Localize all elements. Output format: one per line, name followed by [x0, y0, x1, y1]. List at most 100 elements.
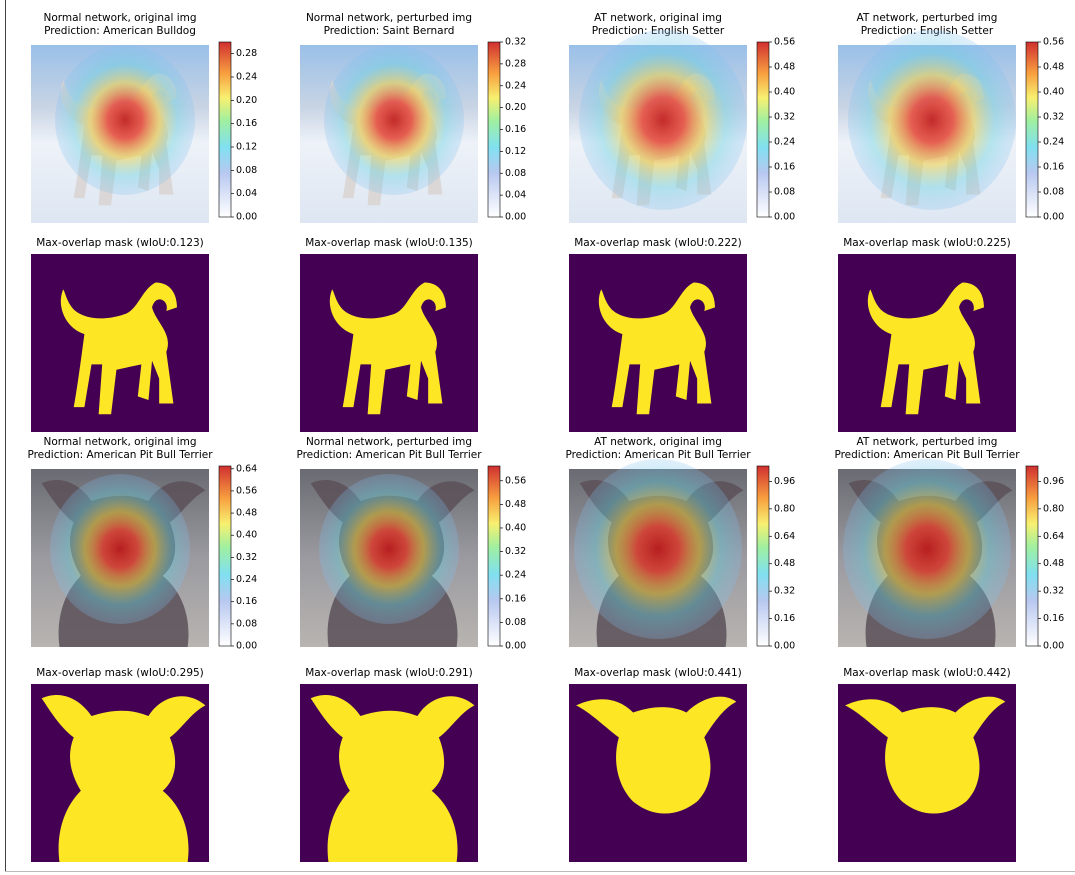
colorbar	[757, 42, 769, 217]
colorbar-tick-label: 0.08	[236, 165, 257, 176]
colorbar-tick-label: 0.48	[1043, 62, 1064, 73]
colorbar-tick-label: 0.96	[1043, 476, 1064, 487]
page: Normal network, original imgPrediction: …	[0, 0, 1075, 875]
colorbar-tick-label: 0.16	[1043, 613, 1064, 624]
colorbar-tick-label: 0.32	[1043, 112, 1064, 123]
colorbar-tick-label: 0.08	[236, 618, 257, 629]
colorbar-tick-label: 0.56	[1043, 37, 1064, 48]
colorbar-tick-label: 0.16	[1043, 162, 1064, 173]
colorbar	[1026, 42, 1038, 217]
panel-title: AT network, original img	[594, 12, 722, 24]
colorbar-tick-label: 0.08	[1043, 187, 1064, 198]
colorbar-tick-label: 0.24	[236, 574, 257, 585]
figure: Normal network, original imgPrediction: …	[0, 0, 1075, 875]
mask-title: Max-overlap mask (wIoU:0.225)	[843, 237, 1011, 249]
heat-overlay	[50, 474, 190, 624]
panel-title: AT network, perturbed img	[857, 12, 998, 24]
panel-title: Normal network, original img	[43, 12, 196, 24]
colorbar	[219, 42, 231, 217]
colorbar-tick-label: 0.56	[505, 475, 526, 486]
colorbar-tick-label: 0.16	[774, 613, 795, 624]
colorbar-tick-label: 0.12	[236, 142, 257, 153]
heat-overlay	[579, 30, 747, 210]
colorbar-tick-label: 0.04	[236, 188, 257, 199]
panel-title: Normal network, perturbed img	[306, 12, 472, 24]
colorbar-tick-label: 0.24	[1043, 137, 1064, 148]
panel-subtitle: Prediction: Saint Bernard	[324, 25, 455, 37]
colorbar-tick-label: 0.16	[236, 118, 257, 129]
mask-title: Max-overlap mask (wIoU:0.222)	[574, 237, 742, 249]
colorbar-tick-label: 0.40	[236, 530, 257, 541]
colorbar-tick-label: 0.08	[505, 617, 526, 628]
colorbar-tick-label: 0.08	[774, 187, 795, 198]
colorbar-tick-label: 0.20	[505, 102, 526, 113]
colorbar-tick-label: 0.64	[1043, 531, 1064, 542]
colorbar-tick-label: 0.64	[774, 531, 795, 542]
colorbar-tick-label: 0.00	[236, 641, 257, 652]
colorbar	[757, 466, 769, 646]
colorbar-tick-label: 0.12	[505, 146, 526, 157]
colorbar-tick-label: 0.96	[774, 476, 795, 487]
colorbar-tick-label: 0.08	[505, 168, 526, 179]
colorbar-tick-label: 0.56	[774, 37, 795, 48]
panel-title: Normal network, original img	[43, 436, 196, 448]
mask-title: Max-overlap mask (wIoU:0.441)	[574, 667, 742, 679]
heat-overlay	[319, 474, 459, 624]
mask-title: Max-overlap mask (wIoU:0.291)	[305, 667, 473, 679]
colorbar-tick-label: 0.32	[774, 112, 795, 123]
colorbar-tick-label: 0.40	[505, 522, 526, 533]
colorbar-tick-label: 0.32	[505, 546, 526, 557]
colorbar-tick-label: 0.24	[236, 72, 257, 83]
colorbar-tick-label: 0.48	[236, 508, 257, 519]
colorbar-tick-label: 0.24	[505, 570, 526, 581]
mask-title: Max-overlap mask (wIoU:0.295)	[36, 667, 204, 679]
colorbar-tick-label: 0.16	[236, 596, 257, 607]
heat-overlay	[848, 30, 1016, 210]
colorbar-tick-label: 0.04	[505, 190, 526, 201]
colorbar-tick-label: 0.32	[236, 552, 257, 563]
colorbar-tick-label: 0.24	[505, 80, 526, 91]
colorbar-tick-label: 0.56	[236, 485, 257, 496]
panel-title: AT network, perturbed img	[857, 436, 998, 448]
colorbar-tick-label: 0.00	[1043, 641, 1064, 652]
mask-title: Max-overlap mask (wIoU:0.123)	[36, 237, 204, 249]
colorbar	[488, 42, 500, 217]
colorbar-tick-label: 0.00	[774, 212, 795, 223]
panel-subtitle: Prediction: American Pit Bull Terrier	[296, 449, 482, 461]
panel-title: Normal network, perturbed img	[306, 436, 472, 448]
colorbar-tick-label: 0.80	[1043, 503, 1064, 514]
mask-title: Max-overlap mask (wIoU:0.442)	[843, 667, 1011, 679]
colorbar-tick-label: 0.16	[505, 593, 526, 604]
colorbar-tick-label: 0.48	[774, 62, 795, 73]
colorbar-tick-label: 0.16	[505, 124, 526, 135]
colorbar	[1026, 466, 1038, 646]
colorbar-tick-label: 0.32	[505, 37, 526, 48]
colorbar-tick-label: 0.28	[505, 58, 526, 69]
heat-overlay	[574, 459, 742, 639]
mask-title: Max-overlap mask (wIoU:0.135)	[305, 237, 473, 249]
panel-title: AT network, original img	[594, 436, 722, 448]
heat-overlay	[55, 45, 195, 195]
heat-overlay	[843, 459, 1011, 639]
colorbar-tick-label: 0.00	[236, 212, 257, 223]
colorbar-tick-label: 0.00	[505, 641, 526, 652]
colorbar-tick-label: 0.20	[236, 95, 257, 106]
colorbar-tick-label: 0.00	[774, 641, 795, 652]
colorbar-tick-label: 0.80	[774, 503, 795, 514]
panel-subtitle: Prediction: American Pit Bull Terrier	[27, 449, 213, 461]
colorbar-tick-label: 0.28	[236, 48, 257, 59]
colorbar-tick-label: 0.00	[1043, 212, 1064, 223]
colorbar	[219, 466, 231, 646]
colorbar-tick-label: 0.32	[1043, 586, 1064, 597]
colorbar-tick-label: 0.40	[1043, 87, 1064, 98]
colorbar-tick-label: 0.48	[1043, 558, 1064, 569]
colorbar-tick-label: 0.32	[774, 586, 795, 597]
colorbar-tick-label: 0.00	[505, 212, 526, 223]
panel-subtitle: Prediction: American Bulldog	[44, 25, 196, 37]
heat-overlay	[324, 45, 464, 195]
colorbar-tick-label: 0.24	[774, 137, 795, 148]
colorbar	[488, 466, 500, 646]
colorbar-tick-label: 0.64	[236, 463, 257, 474]
colorbar-tick-label: 0.48	[505, 499, 526, 510]
colorbar-tick-label: 0.40	[774, 87, 795, 98]
